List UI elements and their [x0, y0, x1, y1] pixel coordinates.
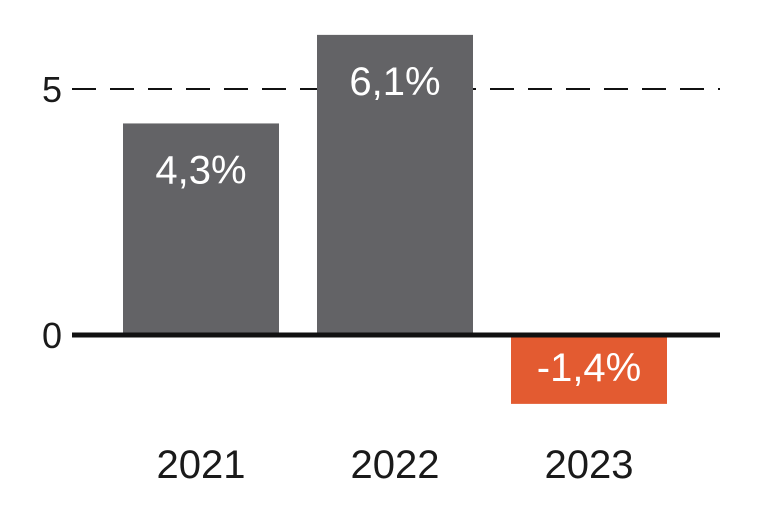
data-label-2023: -1,4% [537, 346, 642, 390]
x-category-label-2022: 2022 [351, 443, 440, 487]
y-tick-label-5: 5 [42, 69, 62, 110]
x-category-label-2023: 2023 [545, 443, 634, 487]
bar-2021 [123, 123, 279, 335]
data-label-2021: 4,3% [155, 148, 246, 192]
bar-2023 [511, 335, 667, 404]
y-tick-label-0: 0 [42, 315, 62, 356]
data-label-2022: 6,1% [349, 60, 440, 104]
bar-2022 [317, 34, 473, 335]
x-category-label-2021: 2021 [157, 443, 246, 487]
